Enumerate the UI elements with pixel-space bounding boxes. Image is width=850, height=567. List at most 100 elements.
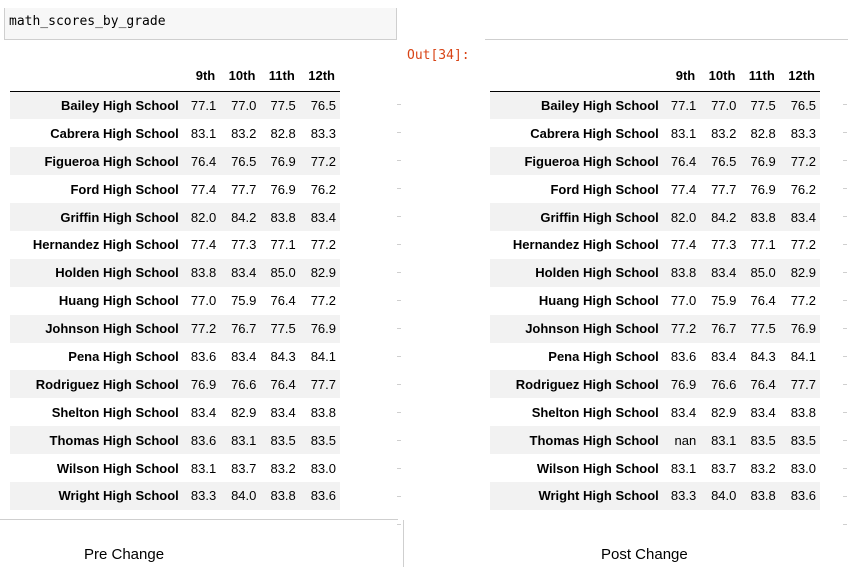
score-cell: 77.2	[790, 237, 816, 253]
score-cell: 76.5	[711, 153, 737, 169]
column-header: 9th	[183, 59, 221, 92]
separator-dash	[397, 412, 401, 413]
score-cell: 82.9	[310, 265, 336, 281]
score-cell: 85.0	[270, 265, 296, 281]
score-cell: 83.4	[750, 404, 776, 420]
post-change-table: 9th 10th 11th 12th Bailey High School 77.…	[490, 59, 820, 510]
score-cell: 77.2	[310, 237, 336, 253]
row-label: Johnson High School	[45, 321, 179, 337]
table-row: Holden High School 83.8 83.4 85.0 82.9	[10, 258, 340, 287]
index-header	[10, 59, 184, 92]
score-cell: 83.2	[231, 125, 257, 141]
separator-dash	[397, 132, 401, 133]
score-cell: 77.2	[190, 321, 217, 337]
separator-dash	[397, 496, 401, 497]
score-cell: 76.5	[310, 98, 336, 114]
separator-dash	[397, 524, 401, 525]
table-row: Figueroa High School 76.4 76.5 76.9 77.2	[490, 147, 820, 176]
score-cell: 77.5	[270, 321, 296, 337]
score-cell: 84.3	[270, 348, 296, 364]
row-label: Huang High School	[538, 293, 659, 309]
score-cell: 85.0	[750, 265, 776, 281]
code-cell-input[interactable]: math_scores_by_grade	[4, 8, 397, 40]
score-cell: 83.6	[190, 348, 217, 364]
post-change-panel: Out[34]: 9th 10th 11th 12th Bailey High …	[405, 0, 850, 567]
score-cell: 77.1	[270, 237, 296, 253]
row-label: Bailey High School	[61, 98, 179, 114]
score-cell: 83.3	[310, 125, 336, 141]
score-cell: 76.9	[670, 376, 697, 392]
separator-dash	[397, 468, 401, 469]
table-row: Holden High School 83.8 83.4 85.0 82.9	[490, 258, 820, 287]
score-cell: 83.8	[670, 265, 697, 281]
score-cell: 76.9	[310, 321, 336, 337]
score-cell: 83.3	[190, 488, 217, 504]
post-change-caption: Post Change	[601, 546, 688, 563]
score-cell: 83.8	[270, 488, 296, 504]
score-cell: 83.0	[790, 460, 816, 476]
score-cell: 77.5	[750, 321, 776, 337]
score-cell: 77.3	[711, 237, 737, 253]
separator-dash	[397, 188, 401, 189]
score-cell: 77.0	[670, 293, 697, 309]
caption-divider	[0, 519, 398, 520]
row-label: Johnson High School	[525, 321, 659, 337]
score-cell: 83.5	[750, 432, 776, 448]
table-row: Shelton High School 83.4 82.9 83.4 83.8	[490, 398, 820, 426]
score-cell: 75.9	[711, 293, 737, 309]
column-header: 11th	[740, 59, 780, 92]
score-cell: 83.8	[270, 209, 296, 225]
score-cell: 77.5	[750, 98, 776, 114]
table-row: Cabrera High School 83.1 83.2 82.8 83.3	[10, 119, 340, 147]
score-cell: 84.1	[310, 348, 336, 364]
table-row: Huang High School 77.0 75.9 76.4 77.2	[10, 287, 340, 315]
code-cell-edge	[485, 8, 848, 40]
table-row: Pena High School 83.6 83.4 84.3 84.1	[490, 343, 820, 371]
score-cell: 83.5	[310, 432, 336, 448]
score-cell: 83.6	[190, 432, 217, 448]
score-cell: 77.2	[310, 153, 336, 169]
table-row: Johnson High School 77.2 76.7 77.5 76.9	[10, 314, 340, 343]
score-cell: 82.8	[750, 125, 776, 141]
score-cell: 83.4	[670, 404, 697, 420]
score-cell: 76.2	[790, 181, 816, 197]
score-cell: 77.4	[190, 181, 217, 197]
row-label: Bailey High School	[541, 98, 659, 114]
table-row: Wright High School 83.3 84.0 83.8 83.6	[10, 481, 340, 510]
table-row: Thomas High School nan 83.1 83.5 83.5	[490, 426, 820, 455]
score-cell: 76.4	[190, 153, 217, 169]
row-label: Thomas High School	[529, 432, 659, 448]
score-cell: 84.1	[790, 348, 816, 364]
score-cell: 83.4	[310, 209, 336, 225]
score-cell: 77.4	[190, 237, 217, 253]
score-cell: nan	[674, 432, 697, 448]
score-cell: 83.3	[790, 125, 816, 141]
separator-dash	[843, 412, 847, 413]
score-cell: 76.4	[750, 293, 776, 309]
separator-dash	[397, 244, 401, 245]
score-cell: 83.5	[270, 432, 296, 448]
table-row: Bailey High School 77.1 77.0 77.5 76.5	[10, 91, 340, 120]
score-cell: 83.4	[231, 348, 257, 364]
separator-dash	[843, 496, 847, 497]
separator-dash	[843, 356, 847, 357]
table-row: Griffin High School 82.0 84.2 83.8 83.4	[490, 203, 820, 231]
score-cell: 76.7	[231, 321, 257, 337]
table-row: Shelton High School 83.4 82.9 83.4 83.8	[10, 398, 340, 426]
separator-dash	[397, 384, 401, 385]
row-label: Holden High School	[535, 265, 659, 281]
score-cell: 77.0	[711, 98, 737, 114]
separator-dash	[843, 440, 847, 441]
row-label: Holden High School	[55, 265, 179, 281]
score-cell: 84.2	[231, 209, 257, 225]
table-row: Johnson High School 77.2 76.7 77.5 76.9	[490, 314, 820, 343]
score-cell: 75.9	[231, 293, 257, 309]
score-cell: 83.8	[750, 209, 776, 225]
score-cell: 83.3	[670, 488, 697, 504]
score-cell: 76.5	[231, 153, 257, 169]
score-cell: 76.6	[231, 376, 257, 392]
row-label: Pena High School	[548, 348, 659, 364]
score-cell: 83.1	[711, 432, 737, 448]
table-row: Huang High School 77.0 75.9 76.4 77.2	[490, 287, 820, 315]
score-cell: 76.9	[270, 153, 296, 169]
